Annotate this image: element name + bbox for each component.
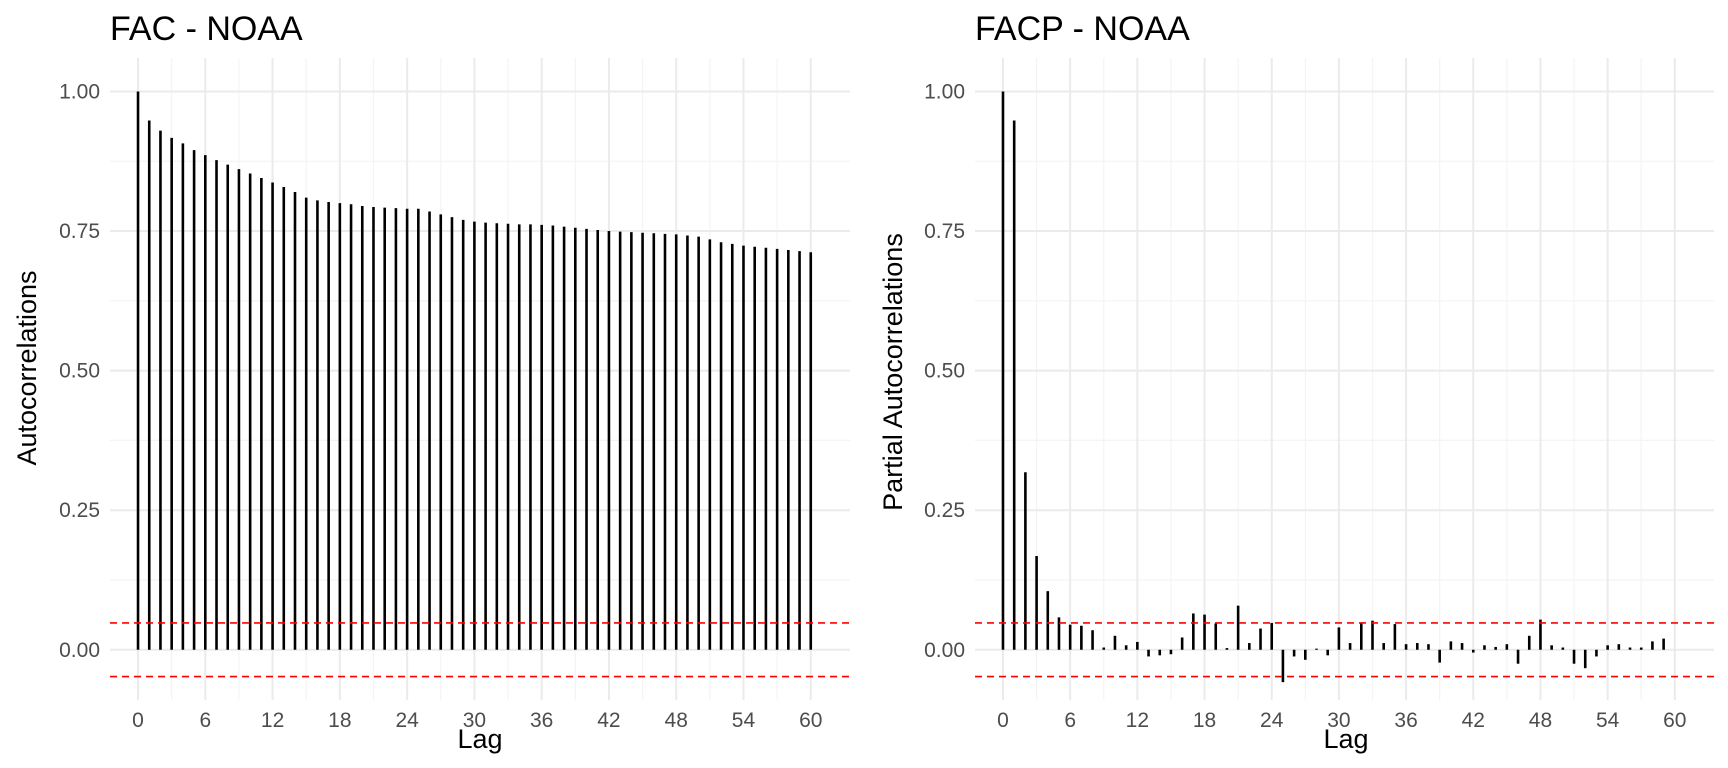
pacf-title: FACP - NOAA — [975, 10, 1190, 48]
pacf-x-tick-label: 54 — [1596, 709, 1620, 732]
acf-x-tick-label: 18 — [328, 709, 351, 732]
acf-y-tick-labels: 0.00 0.25 0.50 0.75 1.00 — [59, 80, 100, 661]
acf-x-tick-label: 12 — [261, 709, 284, 732]
pacf-y-tick-label: 0.50 — [924, 360, 965, 383]
pacf-x-tick-label: 12 — [1126, 709, 1149, 732]
acf-x-tick-label: 42 — [597, 709, 620, 732]
acf-y-tick-label: 0.50 — [59, 360, 100, 383]
acf-minor-gridlines — [110, 58, 850, 700]
pacf-x-axis-title: Lag — [1323, 724, 1368, 754]
acf-x-tick-label: 24 — [395, 709, 419, 732]
pacf-y-tick-label: 0.00 — [924, 639, 965, 662]
acf-y-tick-label: 0.25 — [59, 499, 100, 522]
pacf-confidence-bounds — [975, 622, 1714, 678]
pacf-y-tick-label: 1.00 — [924, 80, 965, 103]
acf-x-tick-label: 30 — [463, 709, 486, 732]
pacf-x-tick-label: 30 — [1327, 709, 1350, 732]
acf-x-tick-label: 36 — [530, 709, 553, 732]
pacf-x-tick-label: 42 — [1462, 709, 1485, 732]
pacf-x-tick-labels: 0 6 12 18 24 30 36 42 48 54 60 — [997, 709, 1686, 732]
acf-x-tick-label: 54 — [732, 709, 756, 732]
acf-x-tick-label: 48 — [665, 709, 688, 732]
acf-x-axis-title: Lag — [457, 724, 502, 754]
acf-title: FAC - NOAA — [110, 10, 303, 48]
pacf-x-tick-label: 48 — [1529, 709, 1552, 732]
pacf-major-gridlines — [975, 58, 1714, 700]
acf-bars — [136, 91, 813, 650]
pacf-x-tick-label: 60 — [1663, 709, 1686, 732]
acf-y-axis-title: Autocorrelations — [12, 270, 42, 465]
pacf-x-tick-label: 36 — [1394, 709, 1417, 732]
acf-y-tick-label: 0.75 — [59, 220, 100, 243]
acf-x-tick-label: 60 — [799, 709, 822, 732]
pacf-panel: FACP - NOAA 0.00 0.25 0.50 0.75 1.00 0 6 12 18 2… — [878, 10, 1714, 754]
pacf-x-tick-label: 18 — [1193, 709, 1216, 732]
pacf-bars — [1001, 91, 1665, 683]
acf-major-gridlines — [110, 58, 850, 700]
pacf-y-tick-label: 0.25 — [924, 499, 965, 522]
acf-confidence-bounds — [110, 622, 850, 678]
acf-y-tick-label: 1.00 — [59, 80, 100, 103]
pacf-y-tick-labels: 0.00 0.25 0.50 0.75 1.00 — [924, 80, 965, 661]
acf-x-tick-labels: 0 6 12 18 24 30 36 42 48 54 60 — [132, 709, 822, 732]
pacf-y-tick-label: 0.75 — [924, 220, 965, 243]
pacf-minor-gridlines — [975, 58, 1714, 700]
pacf-x-tick-label: 24 — [1260, 709, 1284, 732]
acf-x-tick-label: 0 — [132, 709, 144, 732]
pacf-x-tick-label: 0 — [997, 709, 1009, 732]
acf-panel: FAC - NOAA 0.00 0.25 0.50 0.75 1.00 0 6 12 18 24… — [12, 10, 850, 754]
acf-x-tick-label: 6 — [199, 709, 211, 732]
pacf-x-tick-label: 6 — [1064, 709, 1076, 732]
pacf-y-axis-title: Partial Autocorrelations — [878, 233, 908, 511]
acf-y-tick-label: 0.00 — [59, 639, 100, 662]
